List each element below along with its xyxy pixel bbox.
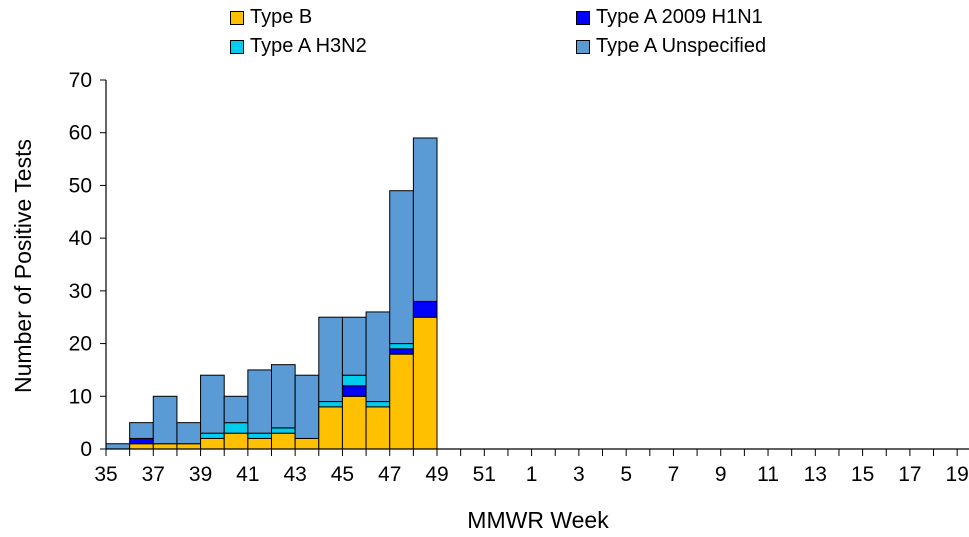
y-tick-label: 10	[69, 385, 92, 408]
x-tick-label: 41	[236, 463, 259, 486]
legend-label: Type B	[250, 6, 313, 28]
bar-segment	[105, 443, 131, 450]
legend-swatch	[576, 10, 590, 25]
x-tick-label: 35	[94, 463, 117, 486]
bar-segment	[341, 385, 367, 397]
x-tick-label: 51	[473, 463, 496, 486]
bar-segment	[152, 395, 178, 445]
x-tick-label: 45	[331, 463, 354, 486]
bar-segment	[271, 432, 296, 450]
legend-swatch	[230, 39, 244, 54]
legend-item-type-a-h1n1: Type A 2009 H1N1	[576, 6, 763, 29]
y-axis-label: Number of Positive Tests	[10, 139, 36, 393]
bar-segment	[412, 316, 438, 450]
legend-item-type-a-unspecified: Type A Unspecified	[576, 35, 766, 58]
bar-segment	[223, 432, 249, 450]
bar-segment	[247, 432, 273, 439]
legend-item-type-b: Type B	[230, 6, 312, 29]
bar-segment	[294, 374, 320, 439]
x-tick-label: 1	[526, 463, 538, 486]
bar-segment	[412, 137, 438, 302]
bar-segment	[341, 316, 367, 376]
y-tick-label: 20	[69, 333, 92, 356]
legend-label: Type A H3N2	[250, 35, 367, 57]
x-tick-label: 43	[283, 463, 306, 486]
y-tick-label: 70	[69, 69, 92, 92]
y-tick-label: 50	[69, 174, 92, 197]
x-tick-label: 39	[189, 463, 212, 486]
bar-segment	[200, 437, 225, 450]
bar-segment	[318, 406, 343, 450]
x-tick-label: 49	[425, 463, 448, 486]
bar-segment	[412, 300, 438, 318]
legend-item-type-a-h3n2: Type A H3N2	[230, 35, 367, 58]
bar-segment	[341, 395, 367, 450]
x-tick-label: 3	[573, 463, 585, 486]
y-tick-label: 0	[80, 438, 92, 461]
legend-label: Type A 2009 H1N1	[596, 6, 763, 28]
bar-segment	[176, 443, 202, 450]
bar-segment	[223, 395, 249, 424]
x-tick-label: 47	[378, 463, 401, 486]
bar-segment	[247, 437, 273, 450]
x-tick-label: 11	[757, 463, 779, 486]
bar-segment	[389, 348, 414, 355]
bar-segment	[318, 401, 343, 408]
y-tick-label: 60	[69, 122, 92, 145]
bars-layer	[105, 137, 438, 450]
x-tick-label: 9	[715, 463, 727, 486]
x-axis-label: MMWR Week	[467, 507, 609, 533]
bar-segment	[294, 437, 320, 450]
bar-segment	[389, 190, 414, 345]
bar-segment	[389, 343, 414, 350]
bar-segment	[271, 427, 296, 434]
x-tick-label: 19	[945, 463, 968, 486]
bar-segment	[389, 353, 414, 450]
y-tick-label: 30	[69, 280, 92, 303]
bar-segment	[129, 422, 154, 439]
bar-segment	[247, 369, 273, 434]
x-tick-label: 13	[804, 463, 827, 486]
bar-segment	[341, 374, 367, 387]
bar-segment	[152, 443, 178, 450]
bar-segment	[365, 311, 391, 403]
x-tick-label: 15	[851, 463, 874, 486]
bar-segment	[365, 401, 391, 408]
bar-segment	[223, 422, 249, 434]
bar-segment	[271, 364, 296, 429]
bar-segment	[200, 432, 225, 439]
bar-segment	[318, 316, 343, 403]
x-tick-label: 5	[620, 463, 632, 486]
y-tick-label: 40	[69, 227, 92, 250]
bar-segment	[365, 406, 391, 450]
bar-segment	[200, 374, 225, 434]
bar-segment	[129, 437, 154, 445]
bar-segment	[176, 422, 202, 445]
legend-label: Type A Unspecified	[596, 35, 767, 57]
legend-swatch	[576, 39, 590, 54]
legend-swatch	[230, 10, 244, 25]
x-tick-label: 37	[142, 463, 165, 486]
bar-segment	[129, 443, 154, 450]
x-tick-label: 7	[668, 463, 680, 486]
x-tick-label: 17	[898, 463, 921, 486]
